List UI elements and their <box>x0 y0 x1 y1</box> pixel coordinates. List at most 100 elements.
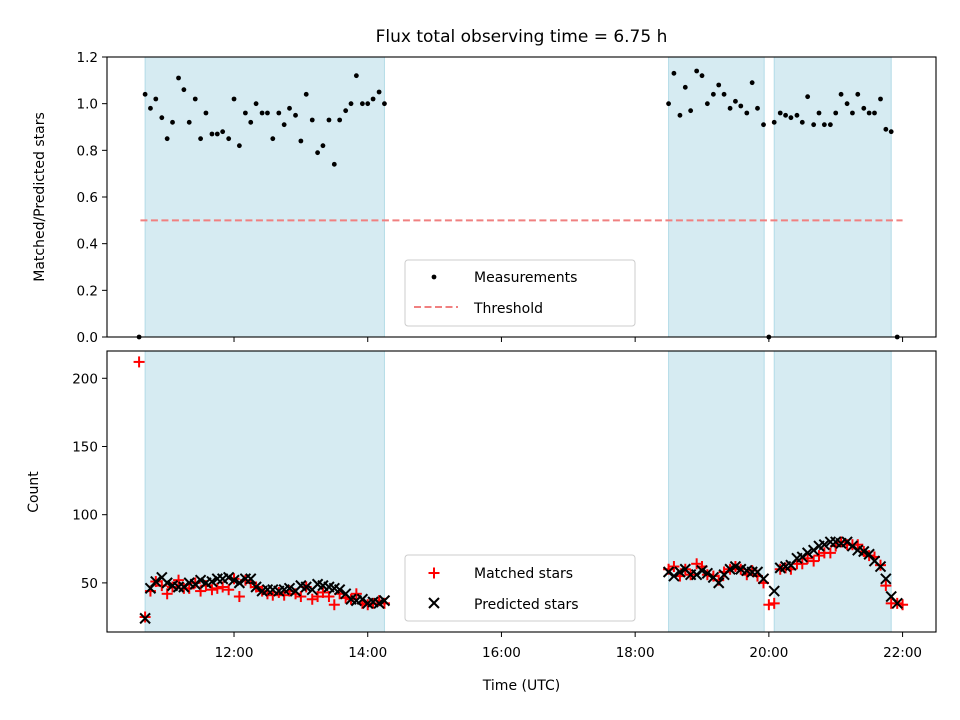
predicted-star-point-b <box>713 577 725 589</box>
predicted-star-point-b <box>701 567 714 580</box>
matched-star-point <box>796 558 808 570</box>
matched-star-point <box>233 591 245 603</box>
measurement-point <box>331 161 337 167</box>
measurement-point <box>382 101 387 107</box>
measurement-point <box>315 150 320 156</box>
measurement-point <box>203 110 209 116</box>
measurement-point <box>850 110 855 116</box>
measurement-point <box>855 91 861 97</box>
measurement-point <box>153 96 159 102</box>
predicted-star-point <box>874 560 887 573</box>
legend-measurements-marker <box>431 274 437 280</box>
matched-star-point <box>768 597 780 609</box>
measurement-point <box>276 110 282 116</box>
predicted-star-point-b <box>161 577 173 589</box>
count-y-tick-label: 150 <box>72 439 98 455</box>
measurement-point <box>248 119 254 125</box>
measurement-point <box>821 122 827 128</box>
count-y-tick-label: 100 <box>72 508 98 524</box>
measurement-point <box>811 122 817 128</box>
count-legend-box <box>404 554 636 622</box>
predicted-star-point <box>891 597 903 610</box>
measurement-point <box>699 73 705 79</box>
measurement-point <box>883 126 889 132</box>
legend-predicted-marker <box>428 597 440 609</box>
predicted-star-point-b <box>317 579 329 592</box>
predicted-star-point-b <box>345 593 357 605</box>
measurement-point <box>176 75 181 81</box>
count-legend: Matched stars Predicted stars <box>404 554 636 622</box>
predicted-star-point <box>701 567 714 580</box>
measurement-point <box>148 105 153 111</box>
count-y-axis-label: Count <box>26 471 42 513</box>
measurement-point <box>142 91 148 97</box>
chart-title: Flux total observing time = 6.75 h <box>376 27 668 47</box>
measurement-point <box>209 131 215 137</box>
matched-star-point <box>206 584 218 596</box>
predicted-star-point-b <box>757 573 770 585</box>
predicted-star-point-b <box>295 579 307 592</box>
measurement-point <box>861 105 867 111</box>
observing-band <box>773 56 892 338</box>
legend-predicted-label: Predicted stars <box>474 597 579 613</box>
predicted-star-point-b <box>233 577 246 589</box>
predicted-star-point <box>245 573 257 585</box>
predicted-star-point-b <box>283 582 296 595</box>
predicted-star-point <box>150 575 162 588</box>
predicted-star-point <box>378 594 391 607</box>
predicted-star-point-b <box>696 564 708 577</box>
predicted-star-point <box>757 573 770 585</box>
measurement-point <box>794 112 800 118</box>
predicted-star-point-b <box>194 574 207 586</box>
legend-matched-plus <box>428 567 440 579</box>
ratio-y-tick-label: 1.0 <box>77 97 98 113</box>
measurement-point <box>242 110 248 116</box>
matched-star-point <box>880 580 892 592</box>
predicted-star-point-b <box>139 612 151 625</box>
observing-band <box>144 56 385 338</box>
matched-star-point <box>808 555 820 567</box>
predicted-star-point-b <box>707 571 720 584</box>
measurement-point <box>671 70 677 76</box>
matched-star-point <box>211 582 223 594</box>
ratio-axes: 0.0 0.2 0.4 0.6 0.8 1.0 1.2 <box>77 50 904 346</box>
predicted-star-point <box>233 577 246 589</box>
measurement-point <box>733 98 738 104</box>
ratio-panel: 0.0 0.2 0.4 0.6 0.8 1.0 1.2 Matched/Predicted … <box>32 50 937 346</box>
measurement-point <box>186 119 192 125</box>
measurement-point <box>359 101 365 107</box>
measurement-point <box>788 115 794 121</box>
matched-star-point <box>668 561 680 573</box>
predicted-star-point-b <box>863 548 875 560</box>
predicted-star-point-b <box>183 577 195 589</box>
predicted-star-point-b <box>323 581 335 593</box>
ratio-panel-frame <box>106 56 937 338</box>
measurement-point <box>704 101 710 107</box>
ratio-legend: Measurements Threshold <box>404 259 636 327</box>
count-points <box>133 356 909 625</box>
observing-band <box>773 350 892 633</box>
measurement-point <box>838 91 844 97</box>
measurement-point <box>771 119 777 125</box>
predicted-star-point-b <box>801 547 814 559</box>
predicted-star-point-b <box>328 582 341 595</box>
predicted-star-point-b <box>729 560 742 573</box>
predicted-star-point <box>300 581 312 593</box>
count-y-tick-label: 50 <box>81 576 98 592</box>
predicted-star-point <box>768 585 780 597</box>
measurement-point <box>265 110 270 116</box>
measurement-point <box>198 136 203 142</box>
ratio-y-tick-label: 1.2 <box>77 50 98 66</box>
predicted-star-point-b <box>228 574 240 586</box>
predicted-star-point <box>818 538 831 551</box>
measurement-point <box>738 103 744 109</box>
measurement-points <box>136 68 900 340</box>
matched-star-point <box>173 574 185 586</box>
legend-matched-marker <box>428 567 440 579</box>
predicted-star-point-b <box>891 597 903 610</box>
measurement-point <box>694 68 700 74</box>
measurement-point <box>370 96 376 102</box>
predicted-star-point-b <box>874 560 887 573</box>
predicted-star-point-b <box>333 584 346 596</box>
